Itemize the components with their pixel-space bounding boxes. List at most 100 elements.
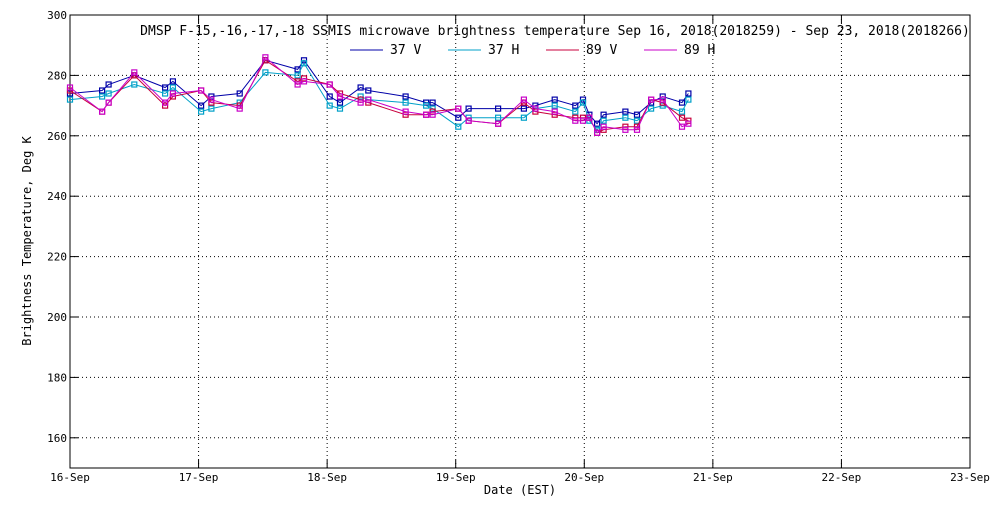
- data-point: [336, 99, 344, 106]
- data-point: [208, 105, 215, 112]
- data-point: [262, 54, 269, 61]
- x-tick-label: 19-Sep: [436, 471, 476, 484]
- data-point: [423, 111, 430, 118]
- data-point: [198, 102, 205, 109]
- x-tick-label: 16-Sep: [50, 471, 90, 484]
- chart-title: DMSP F-15,-16,-17,-18 SSMIS microwave br…: [140, 24, 970, 39]
- data-point: [520, 105, 528, 112]
- data-point: [600, 117, 607, 124]
- data-point: [600, 111, 607, 118]
- data-point: [300, 60, 308, 67]
- data-point: [647, 96, 655, 103]
- legend-label: 89 H: [684, 43, 715, 58]
- data-point: [294, 66, 301, 73]
- data-point: [532, 105, 539, 112]
- data-point: [572, 108, 579, 115]
- data-point: [429, 99, 436, 106]
- data-point: [300, 78, 308, 85]
- data-point: [357, 99, 364, 106]
- y-tick-label: 240: [47, 190, 67, 203]
- data-point: [162, 90, 169, 97]
- data-point: [572, 117, 579, 124]
- data-point: [294, 72, 301, 79]
- data-point: [236, 90, 243, 97]
- data-point: [98, 93, 106, 100]
- data-point: [105, 99, 112, 106]
- data-point: [198, 87, 205, 94]
- data-point: [495, 120, 502, 127]
- series-line: [69, 62, 689, 131]
- data-point: [365, 96, 372, 103]
- data-point: [236, 105, 243, 112]
- data-point: [586, 114, 593, 121]
- data-point: [622, 123, 629, 130]
- data-point: [633, 111, 641, 118]
- x-tick-label: 21-Sep: [693, 471, 733, 484]
- data-point: [551, 108, 558, 115]
- data-point: [105, 81, 112, 88]
- series-line: [69, 56, 689, 134]
- data-point: [685, 90, 692, 97]
- data-point: [98, 108, 106, 115]
- data-point: [622, 114, 629, 121]
- y-tick-label: 180: [47, 371, 67, 384]
- data-point: [402, 93, 409, 100]
- data-point: [465, 117, 472, 124]
- x-tick-label: 23-Sep: [950, 471, 990, 484]
- data-point: [429, 111, 436, 118]
- data-point: [169, 84, 176, 91]
- data-point: [357, 84, 364, 91]
- y-tick-label: 220: [47, 251, 67, 264]
- x-tick-label: 22-Sep: [822, 471, 862, 484]
- series-layer: [66, 54, 692, 136]
- x-tick-label: 18-Sep: [307, 471, 347, 484]
- data-point: [685, 120, 692, 127]
- data-point: [551, 102, 558, 109]
- y-tick-label: 160: [47, 432, 67, 445]
- data-point: [402, 108, 409, 115]
- legend-label: 37 V: [390, 43, 421, 58]
- data-point: [169, 90, 176, 97]
- legend: 37 V 37 H 89 V 89 H: [350, 43, 715, 58]
- data-point: [678, 114, 686, 121]
- y-tick-label: 200: [47, 311, 67, 324]
- x-tick-label: 20-Sep: [564, 471, 604, 484]
- data-point: [685, 96, 692, 103]
- data-point: [593, 120, 601, 127]
- data-point: [455, 123, 462, 130]
- data-point: [633, 117, 641, 124]
- data-point: [495, 114, 502, 121]
- data-point: [402, 99, 409, 106]
- data-point: [336, 105, 344, 112]
- series-line: [69, 59, 689, 125]
- data-point: [294, 81, 301, 88]
- y-tick-label: 300: [47, 9, 67, 22]
- data-point: [162, 99, 169, 106]
- x-tick-label: 17-Sep: [179, 471, 219, 484]
- data-point: [131, 69, 138, 76]
- data-point: [622, 126, 629, 133]
- legend-label: 89 V: [586, 43, 617, 58]
- data-point: [465, 105, 472, 112]
- data-point: [365, 87, 372, 94]
- data-point: [208, 96, 215, 103]
- data-point: [633, 126, 641, 133]
- data-point: [66, 96, 74, 103]
- data-point: [66, 84, 74, 91]
- data-point: [495, 105, 502, 112]
- data-point: [423, 102, 430, 109]
- data-point: [455, 105, 462, 112]
- data-point: [326, 93, 333, 100]
- data-point: [551, 96, 558, 103]
- data-point: [262, 69, 269, 76]
- data-point: [520, 96, 528, 103]
- data-point: [622, 108, 629, 115]
- x-axis-title: Date (EST): [484, 483, 556, 497]
- data-point: [659, 96, 666, 103]
- data-point: [336, 93, 344, 100]
- data-point: [593, 129, 601, 136]
- y-axis-title: Brightness Temperature, Deg K: [20, 135, 34, 345]
